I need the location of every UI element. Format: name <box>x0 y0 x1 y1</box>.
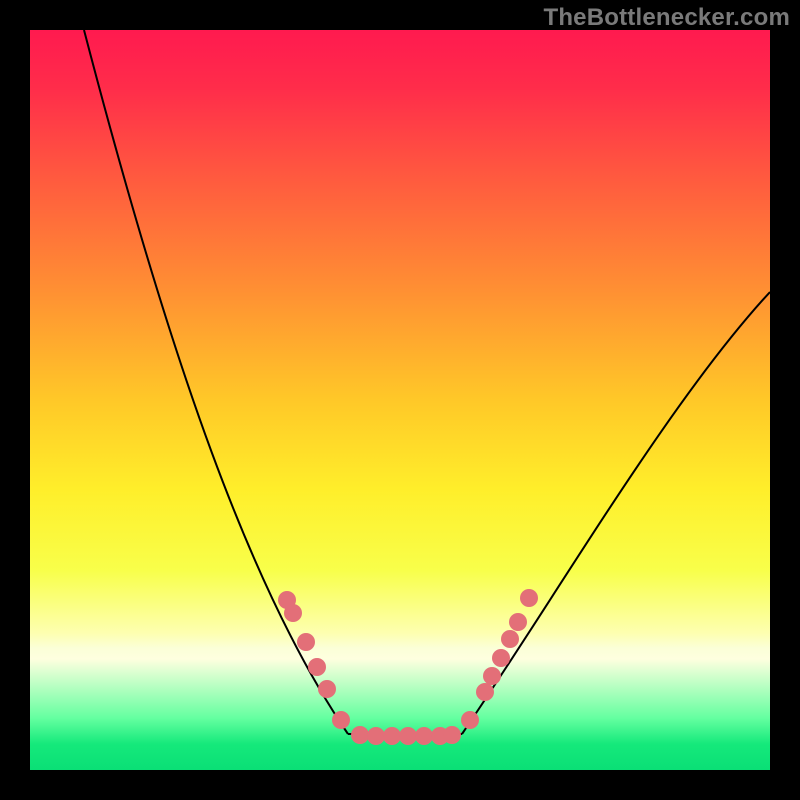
bottleneck-chart <box>30 30 770 770</box>
curve-marker <box>443 726 461 744</box>
chart-background <box>30 30 770 770</box>
curve-marker <box>308 658 326 676</box>
curve-marker <box>501 630 519 648</box>
curve-marker <box>399 727 417 745</box>
curve-marker <box>297 633 315 651</box>
watermark-text: TheBottlenecker.com <box>543 4 790 32</box>
curve-marker <box>415 727 433 745</box>
outer-frame: TheBottlenecker.com <box>0 0 800 800</box>
curve-marker <box>332 711 350 729</box>
curve-marker <box>367 727 385 745</box>
curve-marker <box>318 680 336 698</box>
curve-marker <box>509 613 527 631</box>
curve-marker <box>351 726 369 744</box>
curve-marker <box>383 727 401 745</box>
curve-marker <box>492 649 510 667</box>
curve-marker <box>461 711 479 729</box>
curve-marker <box>476 683 494 701</box>
curve-marker <box>520 589 538 607</box>
curve-marker <box>483 667 501 685</box>
curve-marker <box>284 604 302 622</box>
